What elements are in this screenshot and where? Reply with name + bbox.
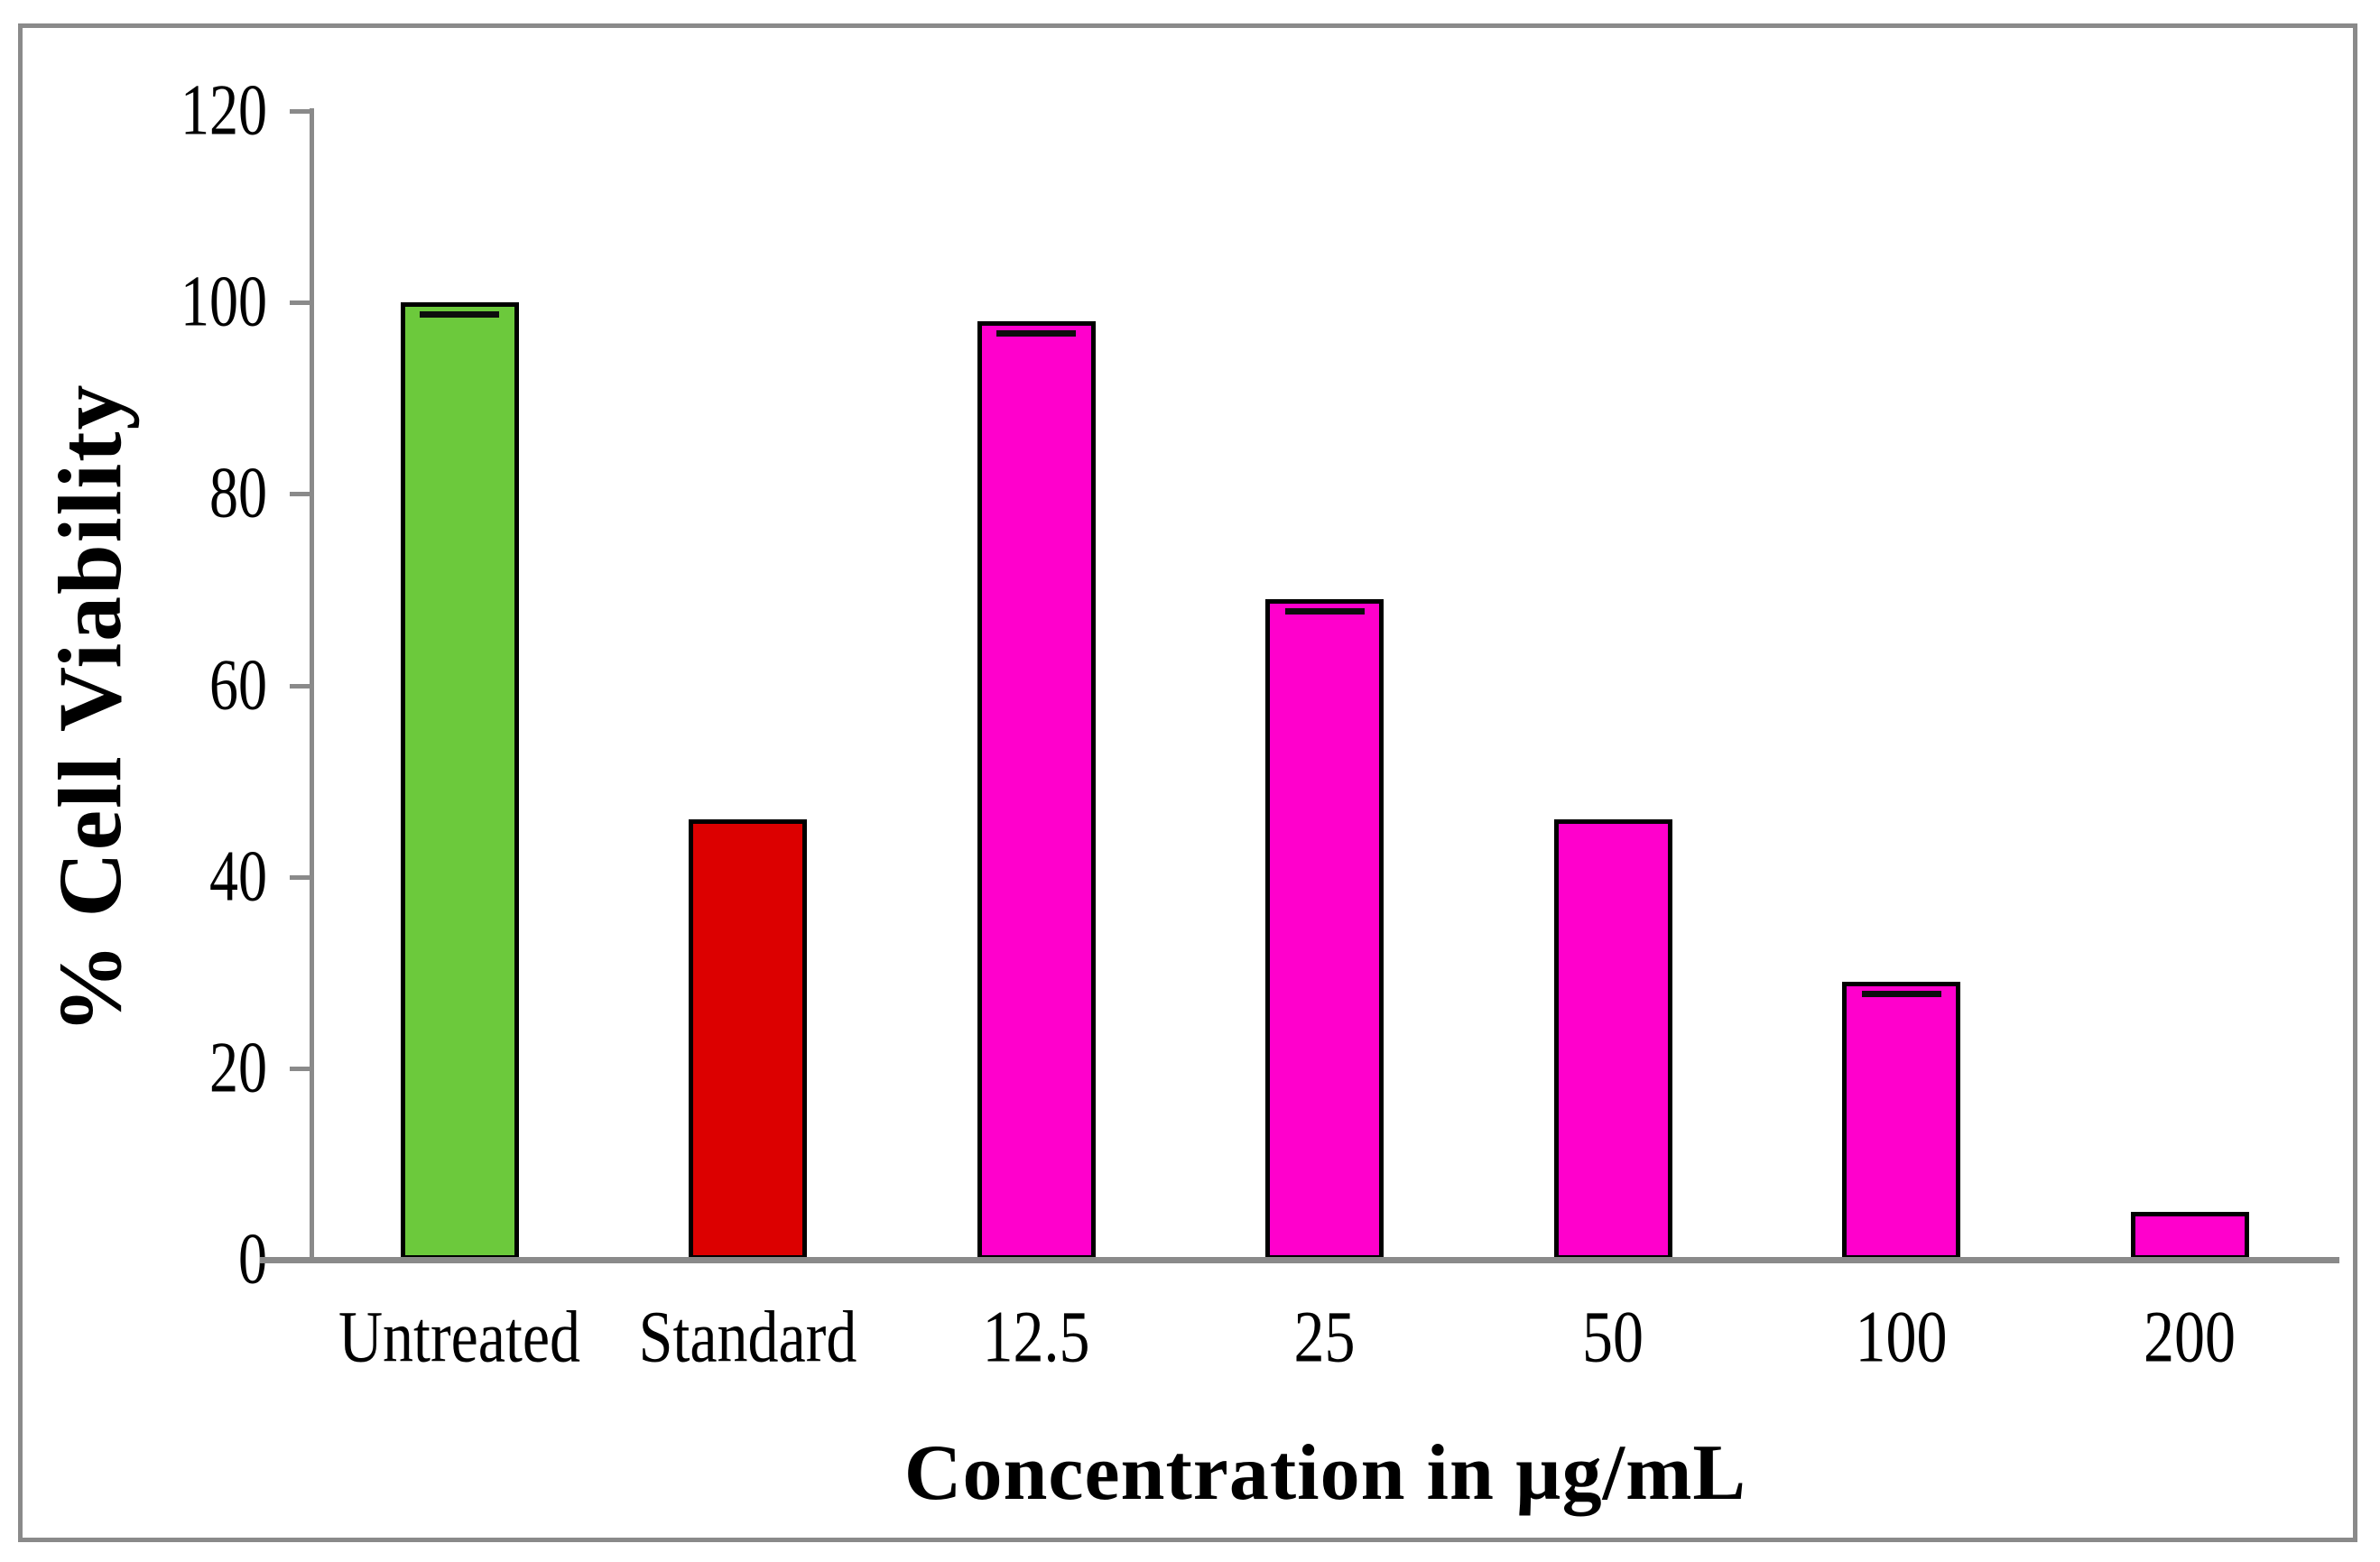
bar-untreated <box>400 302 519 1260</box>
x-tick-label-200: 200 <box>2144 1295 2236 1378</box>
bar-100 <box>1842 982 1960 1260</box>
y-tick-label-20: 20 <box>209 1026 267 1107</box>
bar-12-5 <box>977 321 1096 1260</box>
y-axis-tick-40 <box>290 874 311 880</box>
x-tick-label-100: 100 <box>1855 1295 1948 1378</box>
y-tick-label-60: 60 <box>209 643 267 725</box>
error-bar-cap-12-5 <box>996 330 1076 337</box>
y-tick-label-40: 40 <box>209 835 267 916</box>
x-axis-title: Concentration in µg/mL <box>903 1429 1747 1517</box>
y-axis-tick-20 <box>290 1066 311 1071</box>
bar-25 <box>1265 599 1384 1260</box>
x-tick-label-untreated: Untreated <box>338 1295 581 1378</box>
y-tick-label-100: 100 <box>181 261 267 341</box>
x-tick-label-50: 50 <box>1582 1295 1644 1378</box>
x-tick-label-12-5: 12.5 <box>982 1295 1090 1378</box>
error-bar-cap-untreated <box>420 311 499 319</box>
x-tick-label-standard: Standard <box>638 1295 857 1378</box>
y-axis-tick-80 <box>290 492 311 497</box>
y-axis-tick-120 <box>290 109 311 114</box>
y-tick-label-0: 0 <box>238 1218 267 1299</box>
x-axis-line <box>260 1257 2339 1263</box>
y-tick-label-120: 120 <box>181 69 267 150</box>
y-axis-tick-100 <box>290 300 311 306</box>
y-tick-label-80: 80 <box>209 452 267 533</box>
figure-border <box>18 23 2357 1542</box>
bar-50 <box>1553 819 1672 1260</box>
error-bar-cap-100 <box>1861 991 1941 998</box>
error-bar-cap-25 <box>1284 608 1365 615</box>
y-axis-tick-60 <box>290 683 311 689</box>
bar-200 <box>2130 1211 2249 1260</box>
x-tick-label-25: 25 <box>1293 1295 1356 1378</box>
y-axis-line <box>310 108 314 1262</box>
bar-standard <box>689 819 807 1260</box>
